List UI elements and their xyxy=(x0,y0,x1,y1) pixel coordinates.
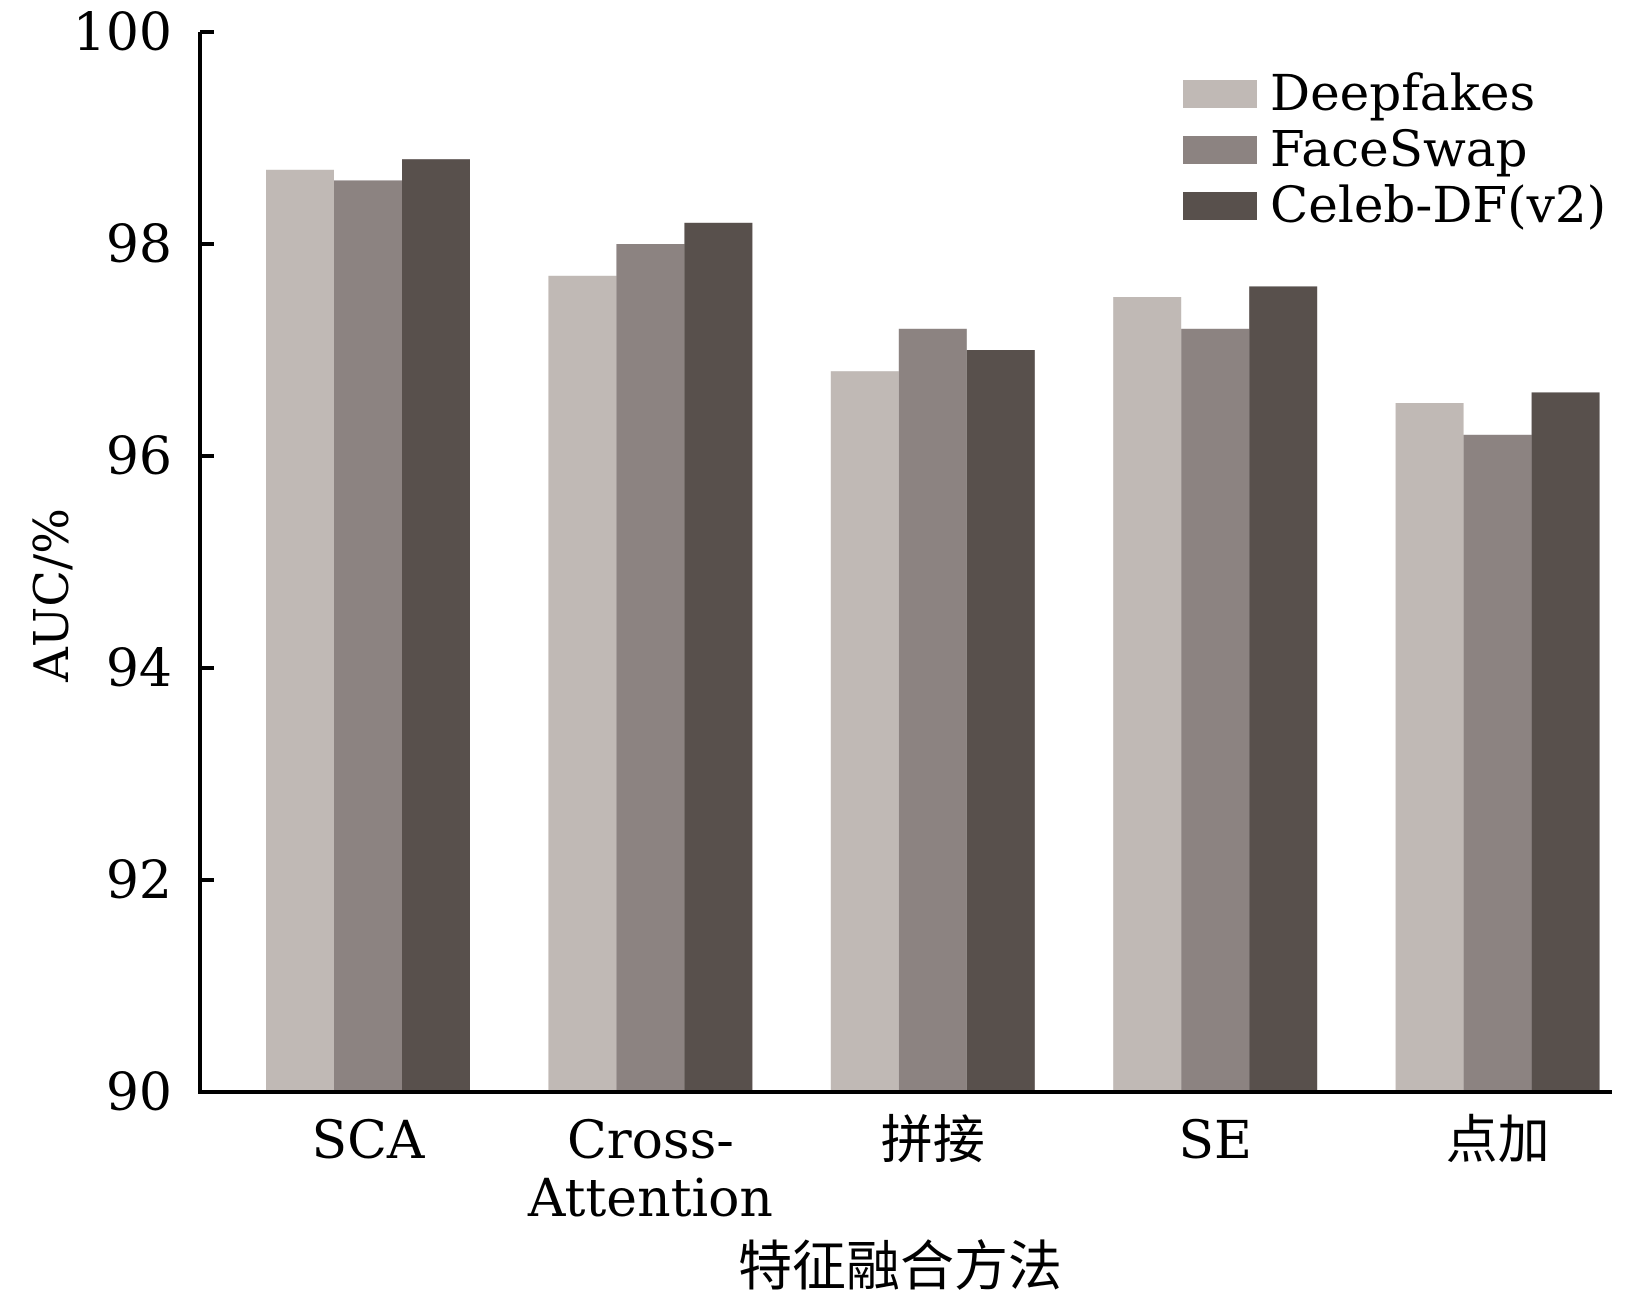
legend-swatch xyxy=(1183,192,1257,220)
x-category-label: 拼接 xyxy=(881,1111,985,1171)
y-tick-label: 90 xyxy=(106,1063,172,1123)
bar-faceswap-3 xyxy=(1181,328,1250,1092)
bars-group xyxy=(266,159,1600,1093)
legend-label: Deepfakes xyxy=(1270,64,1535,122)
bar-deepfakes-1 xyxy=(548,275,617,1092)
bar-faceswap-2 xyxy=(898,328,967,1092)
bar-celeb-df-v2--2 xyxy=(966,350,1035,1092)
y-axis-title: AUC/% xyxy=(24,508,80,683)
bar-celeb-df-v2--4 xyxy=(1531,392,1600,1092)
x-category-label: SCA xyxy=(312,1111,426,1171)
x-axis-title: 特征融合方法 xyxy=(738,1235,1062,1298)
bar-faceswap-0 xyxy=(334,180,402,1092)
y-ticks-group: 90 92 94 96 98 100 xyxy=(73,3,214,1123)
legend-label: Celeb-DF(v2) xyxy=(1270,176,1606,234)
legend-swatch xyxy=(1183,80,1257,108)
bar-deepfakes-3 xyxy=(1113,297,1182,1092)
y-tick-label: 94 xyxy=(106,639,172,699)
bar-celeb-df-v2--3 xyxy=(1249,286,1318,1092)
bar-faceswap-4 xyxy=(1463,434,1532,1092)
bar-faceswap-1 xyxy=(616,244,685,1092)
y-tick-label: 92 xyxy=(106,851,172,911)
y-tick-label: 96 xyxy=(106,427,172,487)
x-labels-group: SCA Cross-Attention 拼接 SE 点加 xyxy=(312,1111,1550,1229)
x-category-label: 点加 xyxy=(1446,1111,1550,1171)
axes-group xyxy=(198,32,1612,1094)
bar-deepfakes-0 xyxy=(266,169,334,1093)
legend-label: FaceSwap xyxy=(1270,120,1528,178)
y-tick-label: 98 xyxy=(106,215,172,275)
x-category-label: SE xyxy=(1178,1111,1252,1171)
legend-swatch xyxy=(1183,136,1257,164)
x-category-label: Cross- xyxy=(567,1111,734,1171)
bar-celeb-df-v2--0 xyxy=(402,159,470,1092)
bar-deepfakes-4 xyxy=(1395,403,1464,1092)
bar-deepfakes-2 xyxy=(830,371,899,1092)
x-category-label: Attention xyxy=(527,1169,773,1229)
bar-celeb-df-v2--1 xyxy=(684,222,753,1093)
y-tick-label: 100 xyxy=(73,3,172,63)
